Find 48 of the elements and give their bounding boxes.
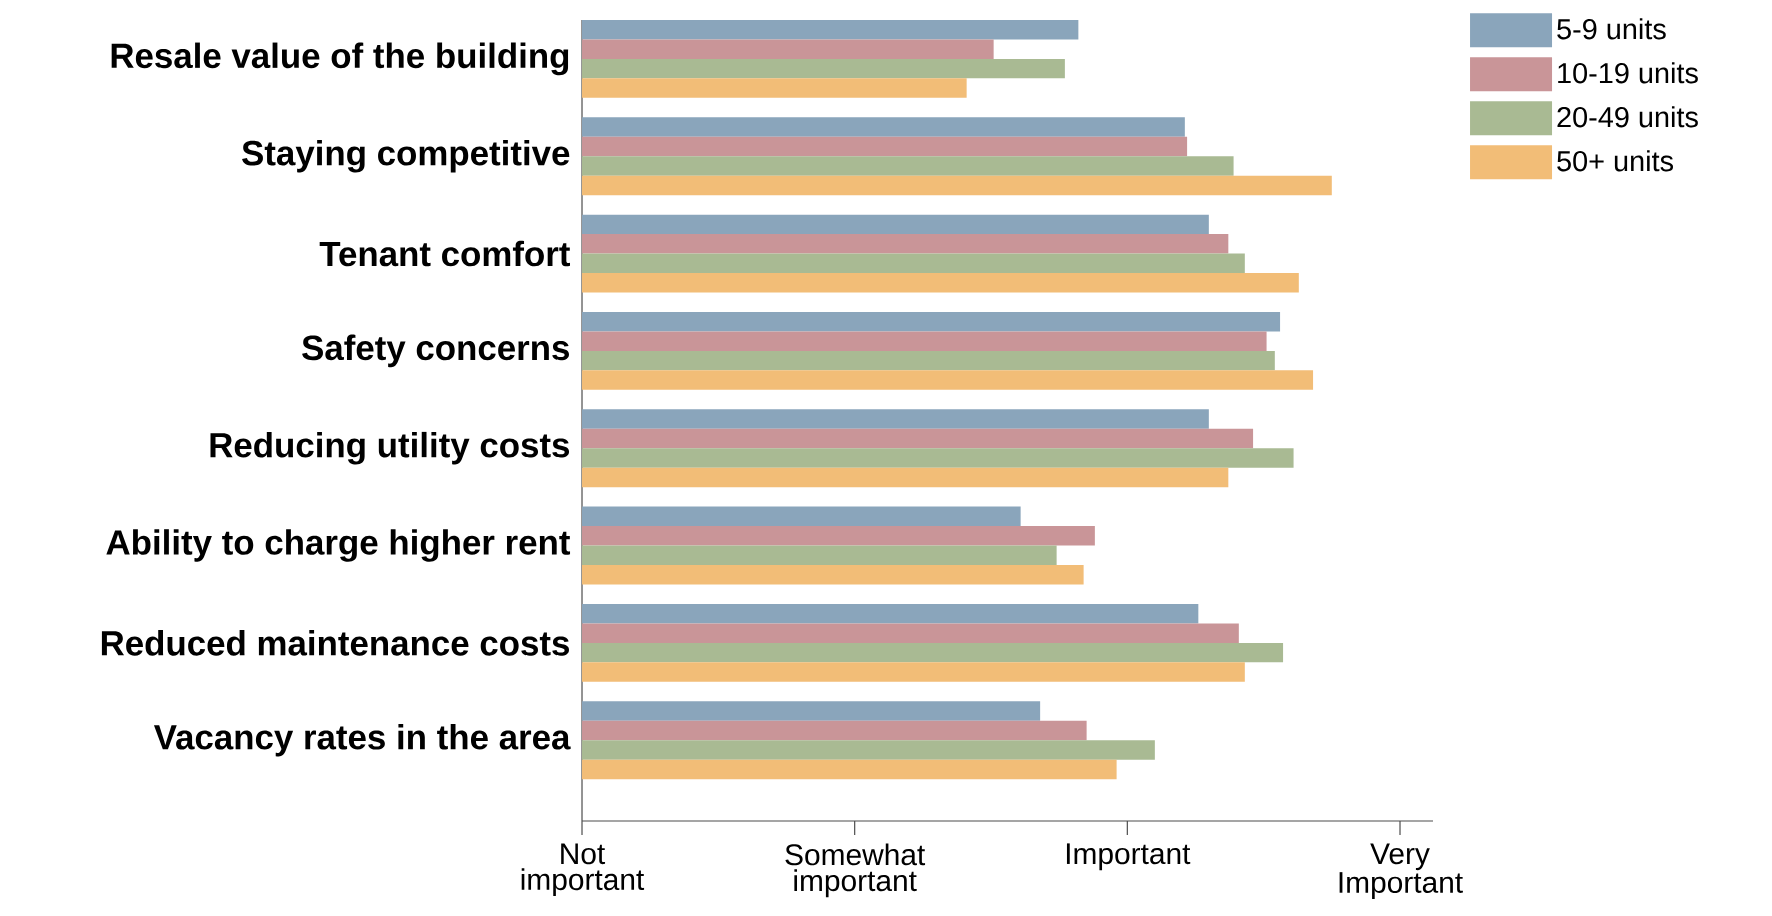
bar — [582, 603, 1199, 624]
text: Very Important — [1339, 843, 1463, 899]
text: Not important — [521, 843, 645, 897]
bar — [582, 467, 1229, 488]
y-tick-label: Safety concerns — [302, 334, 569, 368]
legend-label: 50+ units — [1557, 150, 1673, 172]
bar — [582, 350, 1275, 371]
legend-label: 10-19 units — [1558, 62, 1698, 84]
bar — [582, 175, 1332, 196]
y-tick-label: Reducing utility costs — [210, 431, 570, 465]
bar — [582, 545, 1057, 566]
bar — [582, 662, 1245, 682]
bar — [582, 370, 1314, 390]
bar — [582, 253, 1245, 274]
bar — [582, 526, 1095, 546]
bar — [582, 234, 1229, 254]
bar — [582, 506, 1021, 527]
y-tick-label: Staying competitive — [242, 139, 570, 173]
bar — [582, 623, 1239, 643]
bar — [582, 19, 1079, 40]
bar — [582, 117, 1185, 137]
y-tick-label: Ability to charge higher rent — [106, 529, 571, 562]
bar — [582, 740, 1155, 760]
bar — [582, 311, 1281, 332]
text: Somewhat important — [785, 843, 926, 898]
bar — [582, 409, 1209, 429]
bar — [582, 156, 1234, 176]
bar — [582, 331, 1267, 351]
bar — [582, 273, 1299, 293]
bar — [582, 428, 1254, 449]
bar — [582, 565, 1084, 585]
y-tick-label: Reduced maintenance costs — [101, 630, 569, 656]
bar — [582, 39, 994, 59]
y-tick-label: Resale value of the building — [111, 42, 569, 76]
bar — [582, 136, 1188, 157]
bar — [582, 448, 1294, 468]
bar — [582, 720, 1087, 741]
bar — [582, 214, 1209, 235]
bar — [582, 701, 1041, 721]
y-tick-label: Tenant comfort — [319, 240, 571, 267]
bar — [582, 759, 1117, 780]
bar — [582, 78, 967, 98]
y-tick-label: Vacancy rates in the area — [153, 723, 571, 757]
bar — [582, 642, 1284, 663]
text: Important — [1066, 843, 1191, 871]
bar — [582, 58, 1065, 79]
legend-label: 20-49 units — [1557, 106, 1698, 128]
legend-label: 5-9 units — [1557, 18, 1666, 40]
